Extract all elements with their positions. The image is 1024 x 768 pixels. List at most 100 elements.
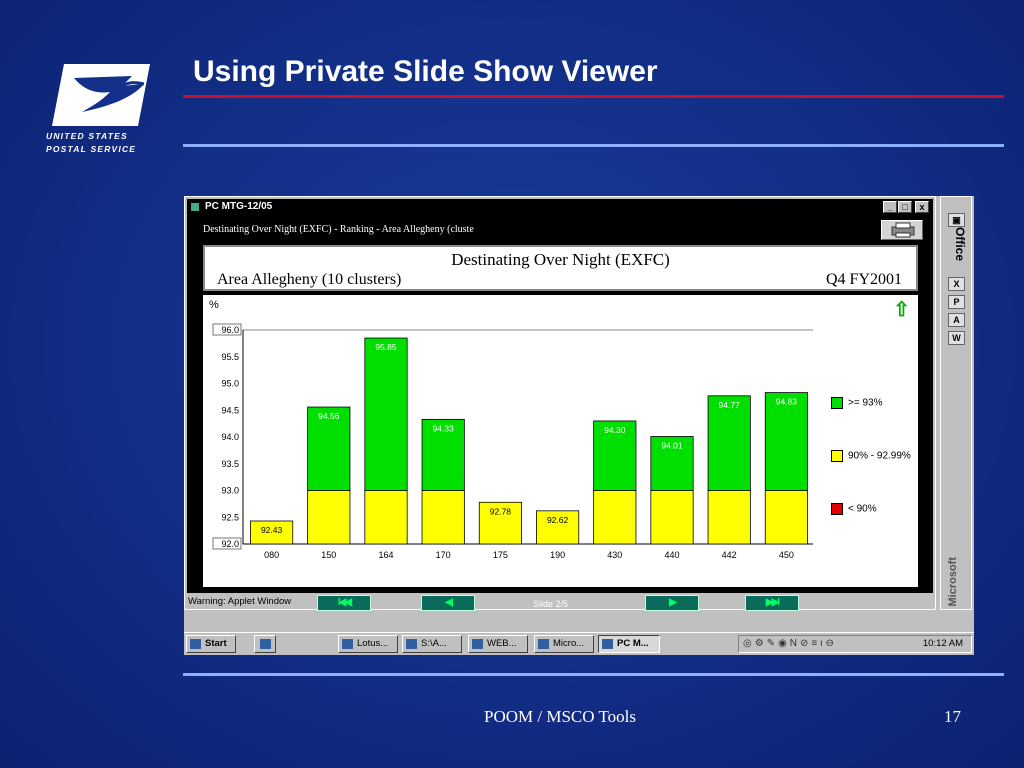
close-button[interactable]: x — [915, 201, 929, 213]
taskbar-item-lotus[interactable]: Lotus... — [338, 635, 398, 653]
report-header-title: Destinating Over Night (EXFC) — [451, 250, 670, 269]
clock: 10:12 AM — [922, 638, 963, 649]
first-slide-button[interactable]: I◀◀ — [317, 595, 371, 611]
legend-swatch — [831, 450, 843, 462]
title-divider-red — [183, 95, 1004, 98]
chart-panel: % ⇧ 92.0 92.5 93.0 93.5 94.0 94.5 95.0 95.5 96.0… — [203, 295, 918, 587]
bar-value-label: 94.01 — [661, 440, 683, 450]
legend-item-green: >= 93% — [831, 397, 882, 409]
bar-green-segment — [307, 406, 351, 491]
usps-logo — [52, 64, 150, 126]
next-slide-button[interactable]: ▶ — [645, 595, 699, 611]
y-tick-label: 93.5 — [221, 459, 239, 469]
bar-yellow-segment — [421, 490, 465, 545]
start-button[interactable]: Start — [186, 635, 236, 653]
x-tick-label: 175 — [493, 550, 508, 560]
system-tray: ◎⚙✎◉N⊘≡ι⊖ 10:12 AM — [738, 635, 972, 653]
bottom-divider-blue — [183, 673, 1004, 676]
bar-value-label: 94.33 — [433, 423, 455, 433]
browser-icon — [472, 639, 483, 649]
print-button[interactable] — [881, 220, 923, 240]
maximize-button[interactable]: □ — [898, 201, 912, 213]
window-titlebar[interactable]: PC MTG-12/05 _ □ x — [187, 199, 933, 215]
word-icon[interactable]: W — [948, 331, 965, 345]
y-tick-label: 93.0 — [221, 486, 239, 496]
legend-swatch — [831, 503, 843, 515]
lotus-icon — [342, 639, 353, 649]
quick-launch-desktop[interactable] — [254, 635, 276, 653]
x-tick-label: 080 — [264, 550, 279, 560]
y-tick-box — [212, 537, 242, 550]
bar-value-label: 94.83 — [776, 397, 798, 407]
report-header: Destinating Over Night (EXFC) Area Alleg… — [203, 245, 918, 291]
y-tick-label: 95.0 — [221, 379, 239, 389]
top-divider-blue — [183, 144, 1004, 147]
tray-icons[interactable]: ◎⚙✎◉N⊘≡ι⊖ — [743, 638, 837, 649]
microsoft-label: Microsoft — [947, 557, 959, 607]
slide-indicator: Slide 2/5 — [533, 599, 569, 609]
windows-logo-icon — [190, 639, 201, 649]
bar-green-segment — [707, 395, 751, 491]
window-title: PC MTG-12/05 — [205, 201, 273, 212]
logo-line-1: UNITED STATES — [46, 131, 128, 141]
bar-yellow-segment — [764, 490, 808, 545]
bar-green-segment — [593, 420, 637, 491]
last-slide-button[interactable]: ▶▶I — [745, 595, 799, 611]
bar-green-segment — [364, 337, 408, 491]
x-tick-label: 430 — [607, 550, 622, 560]
bar-chart: 92.0 92.5 93.0 93.5 94.0 94.5 95.0 95.5 96.0 92.4… — [212, 323, 813, 560]
x-tick-label: 440 — [664, 550, 679, 560]
folder-icon — [406, 639, 417, 649]
bar-green-segment — [421, 418, 465, 491]
legend-swatch — [831, 397, 843, 409]
report-header-area: Area Allegheny (10 clusters) — [217, 271, 402, 288]
y-tick-label: 96.0 — [221, 325, 239, 335]
bar-yellow-segment — [364, 490, 408, 545]
y-tick-label: 95.5 — [221, 352, 239, 362]
minimize-button[interactable]: _ — [883, 201, 897, 213]
bar-value-label: 94.77 — [719, 400, 741, 410]
y-tick-label: 92.5 — [221, 512, 239, 522]
taskbar-item-web[interactable]: WEB... — [468, 635, 528, 653]
x-tick-label: 170 — [436, 550, 451, 560]
bar-value-label: 92.78 — [490, 506, 512, 516]
trend-up-arrow-icon: ⇧ — [893, 299, 910, 321]
logo-line-2: POSTAL SERVICE — [46, 144, 137, 154]
applet-warning: Warning: Applet Window — [188, 596, 292, 607]
previous-slide-button[interactable]: ◀ — [421, 595, 475, 611]
y-tick-box — [212, 323, 242, 336]
windows-taskbar: Start Lotus... S:\A... WEB... Micro... P… — [184, 632, 974, 655]
access-icon[interactable]: A — [948, 313, 965, 327]
legend-item-yellow: 90% - 92.99% — [831, 450, 911, 462]
x-tick-label: 164 — [378, 550, 393, 560]
taskbar-item-pc-mtg[interactable]: PC M... — [598, 635, 660, 653]
bar-yellow-segment — [307, 490, 351, 545]
slide-title: Using Private Slide Show Viewer — [193, 55, 658, 88]
x-tick-label: 442 — [722, 550, 737, 560]
y-tick-label: 94.0 — [221, 432, 239, 442]
app-window-icon — [538, 639, 549, 649]
y-tick-label: 92.0 — [221, 539, 239, 549]
y-tick-label: 94.5 — [221, 405, 239, 415]
bar-yellow-segment — [478, 501, 522, 545]
bar-yellow-segment — [593, 490, 637, 545]
x-tick-label: 190 — [550, 550, 565, 560]
bar-yellow-segment — [250, 520, 294, 545]
bar-value-label: 92.43 — [261, 525, 283, 535]
taskbar-item-micro[interactable]: Micro... — [534, 635, 594, 653]
bar-yellow-segment — [707, 490, 751, 545]
slide-navigation: I◀◀ ◀ Slide 2/5 ▶ ▶▶I — [187, 593, 933, 613]
excel-icon[interactable]: X — [948, 277, 965, 291]
office-menu-icon[interactable]: ▣ — [948, 213, 965, 227]
applet-content: Destinating Over Night (EXFC) - Ranking … — [187, 215, 933, 593]
legend-item-red: < 90% — [831, 503, 877, 515]
powerpoint-icon[interactable]: P — [948, 295, 965, 309]
bar-value-label: 94.30 — [604, 425, 626, 435]
desktop-icon — [260, 639, 271, 649]
bar-yellow-segment — [536, 510, 580, 545]
taskbar-item-explorer[interactable]: S:\A... — [402, 635, 462, 653]
bar-yellow-segment — [650, 490, 694, 545]
eagle-logo-icon — [52, 64, 150, 126]
app-icon — [191, 203, 199, 211]
printer-icon — [891, 222, 915, 238]
